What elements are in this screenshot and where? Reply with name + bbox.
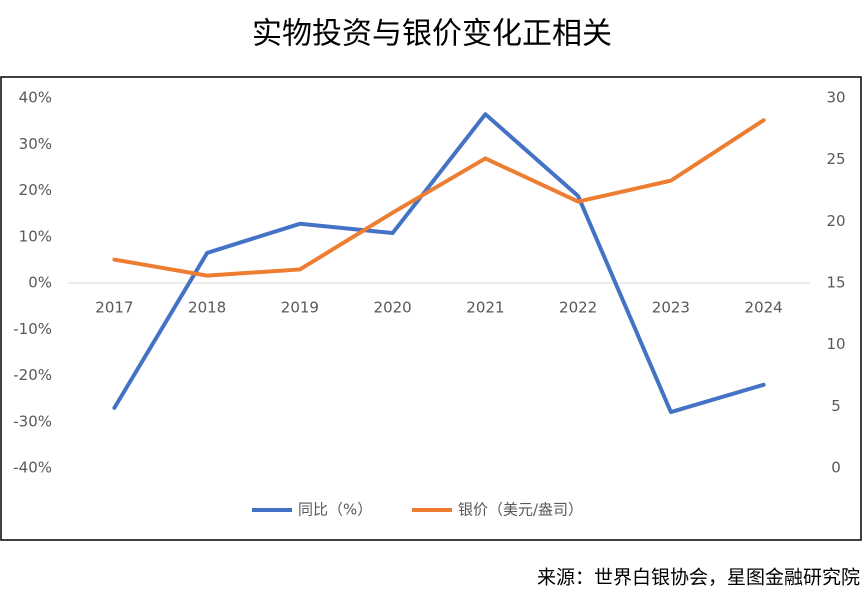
y2-tick-label: 20 [826,212,845,230]
x-tick-label: 2020 [374,299,412,317]
y-tick-label: 0% [28,274,52,292]
y-tick-label: -10% [13,320,52,338]
y-tick-label: 10% [19,227,52,245]
x-tick-label: 2019 [281,299,319,317]
series-line [112,112,766,415]
chart-frame [0,76,862,541]
legend-label: 银价（美元/盎司） [458,501,583,519]
x-tick-label: 2024 [745,299,783,317]
y2-tick-label: 25 [826,150,845,168]
y2-tick-label: 30 [826,89,845,107]
y2-tick-label: 10 [826,335,845,353]
y-tick-label: 30% [19,135,52,153]
y-tick-label: 40% [19,89,52,107]
x-tick-label: 2021 [466,299,504,317]
y-tick-label: 20% [19,181,52,199]
legend-label: 同比（%） [298,501,372,519]
y2-tick-label: 0 [831,459,841,477]
y-tick-label: -40% [13,459,52,477]
chart-title: 实物投资与银价变化正相关 [252,17,612,52]
y2-tick-label: 5 [831,397,841,415]
x-tick-label: 2018 [188,299,226,317]
source-note: 来源：世界白银协会，星图金融研究院 [537,567,860,589]
y-tick-label: -30% [13,412,52,430]
series-line [112,118,766,278]
y-tick-label: -20% [13,366,52,384]
y2-tick-label: 15 [826,274,845,292]
x-tick-label: 2022 [559,299,597,317]
x-tick-label: 2023 [652,299,690,317]
x-tick-label: 2017 [95,299,133,317]
